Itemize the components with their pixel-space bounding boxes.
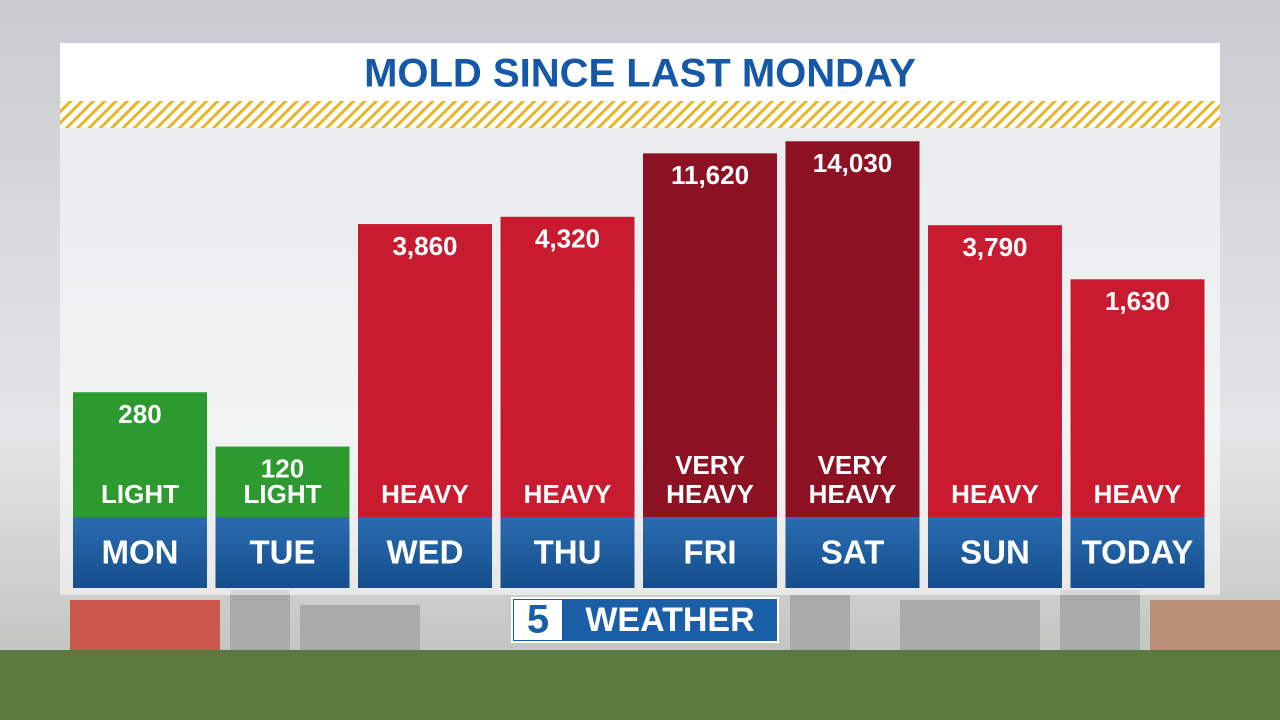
bar [643,153,777,517]
bar [1070,279,1205,517]
bar [500,216,635,517]
x-tick-label: TODAY [1082,534,1194,571]
level-label: VERY HEAVY [666,450,754,509]
level-label: VERY HEAVY [808,450,897,509]
bar [928,225,1062,517]
level-label: HEAVY [951,479,1039,509]
day-band [358,517,492,588]
day-band [1070,517,1205,588]
x-tick-label: FRI [683,534,736,571]
x-tick-label: WED [387,534,464,571]
value-label: 11,620 [671,160,749,190]
bar [785,141,920,517]
day-band [785,517,920,588]
level-label: HEAVY [523,479,612,509]
x-tick-label: SAT [821,534,885,571]
value-label: 4,320 [535,224,600,254]
x-tick-label: SUN [960,534,1030,571]
value-label: 120 [261,453,304,483]
x-tick-label: THU [534,534,602,571]
level-label: LIGHT [101,479,179,509]
x-tick-label: MON [102,534,179,571]
bar [215,446,350,517]
value-label: 3,860 [392,231,457,261]
level-label: LIGHT [243,479,322,509]
hatch-stripe [60,101,1220,128]
logo-text: WEATHER [585,601,754,639]
day-band [73,517,207,588]
day-band [500,517,635,588]
value-label: 14,030 [813,148,893,178]
title-band [60,43,1220,101]
day-band [215,517,350,588]
value-label: 280 [118,399,161,429]
bar [358,224,492,517]
skyline [0,590,1280,720]
day-band [928,517,1062,588]
level-label: HEAVY [1093,479,1182,509]
value-label: 3,790 [962,232,1027,262]
day-band [643,517,777,588]
value-label: 1,630 [1105,286,1170,316]
bar [73,392,207,517]
chart-title: MOLD SINCE LAST MONDAY [364,52,916,96]
logo-number: 5 [527,598,549,642]
x-tick-label: TUE [250,534,316,571]
logo: 5 WEATHER [511,597,779,643]
level-label: HEAVY [381,479,469,509]
